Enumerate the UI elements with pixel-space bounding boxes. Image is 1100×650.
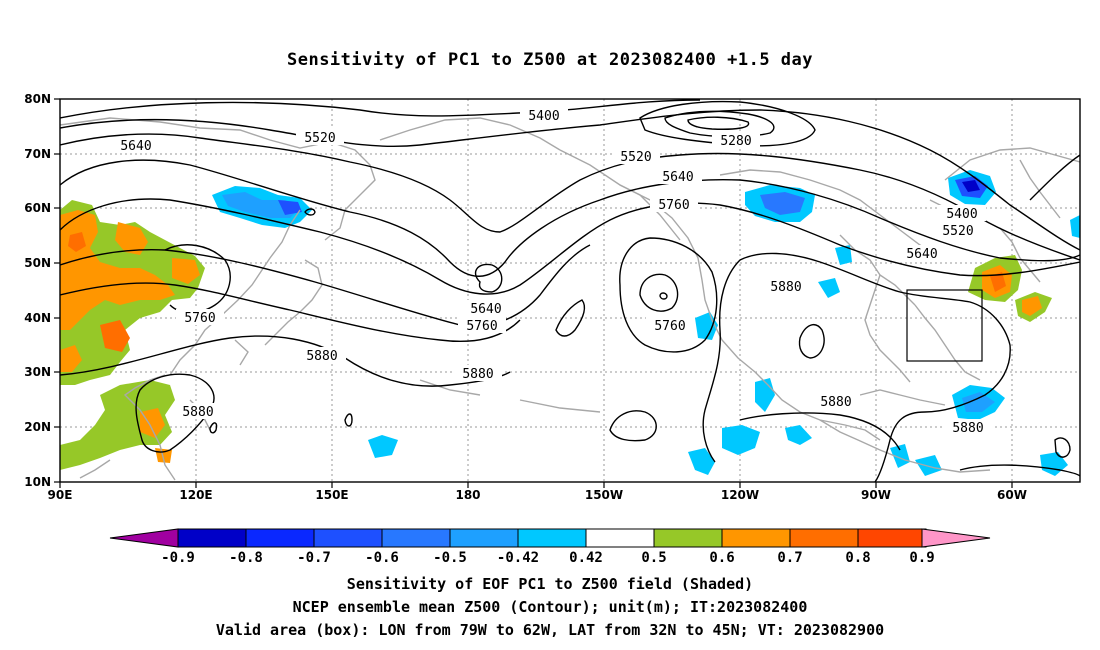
colorbar-label: -0.7 — [297, 550, 331, 566]
positive-sensitivity-shading — [60, 200, 1052, 470]
caption-shaded: Sensitivity of EOF PC1 to Z500 field (Sh… — [346, 575, 754, 593]
colorbar-right-arrow — [921, 528, 991, 548]
contour-label: 5400 — [528, 109, 559, 124]
lat-tick-label: 80N — [24, 92, 51, 106]
lon-tick-label: 180 — [455, 488, 480, 502]
colorbar-cell — [449, 528, 519, 548]
colorbar-label: 0.6 — [709, 550, 734, 566]
colorbar-left-arrow — [109, 528, 179, 548]
map-figure: 5400 5280 5520 5520 5640 5640 5760 5400 … — [24, 92, 1081, 566]
lon-tick-label: 120W — [721, 488, 759, 502]
lon-tick-label: 120E — [179, 488, 212, 502]
longitude-labels: 90E 120E 150E 180 150W 120W 90W 60W — [48, 488, 1027, 502]
contour-label: 5880 — [462, 367, 493, 382]
caption-valid-area: Valid area (box): LON from 79W to 62W, L… — [215, 621, 885, 639]
colorbar-label: -0.9 — [161, 550, 195, 566]
axis-ticks — [54, 98, 1013, 488]
colorbar-cell — [381, 528, 451, 548]
lat-tick-label: 30N — [24, 365, 51, 379]
colorbar-cell — [789, 528, 859, 548]
colorbar-cell — [517, 528, 587, 548]
lon-tick-label: 150W — [585, 488, 623, 502]
contour-label: 5880 — [820, 395, 851, 410]
map-frame — [59, 98, 1081, 483]
lon-tick-label: 150E — [315, 488, 348, 502]
colorbar-label: 0.8 — [845, 550, 870, 566]
valid-area-box — [906, 289, 983, 362]
latitude-labels: 80N 70N 60N 50N 40N 30N 20N 10N — [24, 92, 51, 489]
negative-sensitivity-shading — [212, 170, 1080, 476]
contour-label: 5760 — [658, 198, 689, 213]
lat-tick-label: 40N — [24, 311, 51, 325]
contour-label: 5760 — [184, 311, 215, 326]
contour-label: 5760 — [466, 319, 497, 334]
colorbar-label: -0.42 — [497, 550, 539, 566]
contour-labels: 5400 5280 5520 5520 5640 5640 5760 5400 … — [112, 107, 992, 436]
colorbar-label: -0.8 — [229, 550, 263, 566]
caption-contour: NCEP ensemble mean Z500 (Contour); unit(… — [292, 598, 808, 616]
colorbar-label: 0.42 — [569, 550, 603, 566]
contour-label: 5760 — [654, 319, 685, 334]
contour-label: 5880 — [770, 280, 801, 295]
contour-label: 5520 — [304, 131, 335, 146]
lon-tick-label: 90E — [48, 488, 73, 502]
colorbar-label: 0.9 — [909, 550, 934, 566]
contour-label: 5880 — [306, 349, 337, 364]
colorbar-cell — [721, 528, 791, 548]
colorbar-label: -0.6 — [365, 550, 399, 566]
colorbar-label: -0.5 — [433, 550, 467, 566]
lat-tick-label: 10N — [24, 475, 51, 489]
contour-label: 5880 — [952, 421, 983, 436]
contour-label: 5280 — [720, 134, 751, 149]
colorbar-cell — [653, 528, 723, 548]
lat-tick-label: 60N — [24, 201, 51, 215]
z500-contours — [60, 99, 1080, 482]
colorbar-label: 0.7 — [777, 550, 802, 566]
contour-label: 5520 — [942, 224, 973, 239]
map-gridlines — [60, 99, 1080, 482]
colorbar-label: 0.5 — [641, 550, 666, 566]
contour-label: 5880 — [182, 405, 213, 420]
colorbar-cell — [313, 528, 383, 548]
lon-tick-label: 90W — [861, 488, 891, 502]
colorbar-cell — [857, 528, 927, 548]
lon-tick-label: 60W — [997, 488, 1027, 502]
colorbar-cell — [245, 528, 315, 548]
lat-tick-label: 20N — [24, 420, 51, 434]
contour-label: 5400 — [946, 207, 977, 222]
lat-tick-label: 70N — [24, 147, 51, 161]
colorbar-cell — [585, 528, 655, 548]
contour-label: 5520 — [620, 150, 651, 165]
contour-label: 5640 — [470, 302, 501, 317]
contour-label: 5640 — [120, 139, 151, 154]
colorbar: -0.9 -0.8 -0.7 -0.6 -0.5 -0.42 0.42 0.5 … — [109, 528, 991, 566]
chart-title: Sensitivity of PC1 to Z500 at 2023082400… — [286, 50, 813, 70]
contour-label: 5640 — [906, 247, 937, 262]
contour-label: 5640 — [662, 170, 693, 185]
lat-tick-label: 50N — [24, 256, 51, 270]
colorbar-cell — [177, 528, 247, 548]
